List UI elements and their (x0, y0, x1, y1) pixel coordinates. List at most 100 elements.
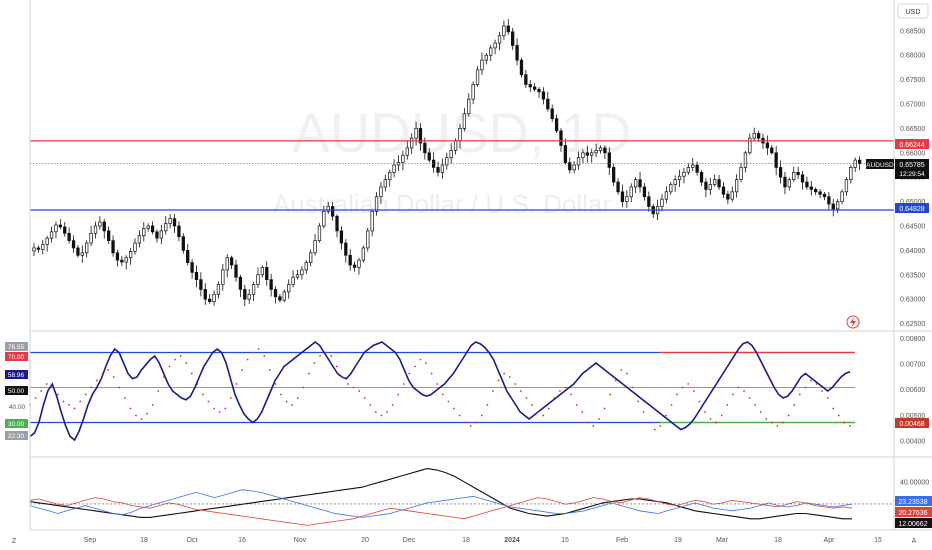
signal-dot (79, 400, 82, 403)
candle-body (58, 224, 62, 228)
candle-body (682, 171, 686, 177)
candle-body (322, 210, 326, 227)
candle-body (76, 247, 80, 256)
osc-level-22: 22.30 (5, 431, 28, 440)
price-tick-label: 0.65000 (900, 199, 925, 206)
price-tick-label: 0.62500 (900, 321, 925, 328)
candle-body (203, 289, 207, 300)
candle-body (840, 191, 844, 202)
svg-text:50.00: 50.00 (8, 388, 25, 395)
signal-dot (386, 411, 388, 413)
candle-body (739, 167, 743, 180)
candle-body (594, 150, 598, 154)
candle-body (704, 181, 708, 190)
osc-level-30: 30.00 (5, 419, 28, 428)
price-axis[interactable]: 0.68500 0.68000 0.67500 0.67000 0.66500 0.660… (900, 28, 925, 328)
candle-body (590, 152, 594, 156)
time-axis[interactable]: Sep 18 Oct 16 Nov 20 Dec 18 2024 15 Feb 19 Mar 18 Apr 1… (84, 537, 882, 544)
candle-body (133, 242, 137, 252)
oscillator-tick-label: 0.00800 (900, 336, 925, 343)
price-tick-label: 0.63000 (900, 297, 925, 304)
oscillator-axis[interactable]: 0.00800 0.00700 0.00600 0.00500 0.00400 40.00… (900, 336, 929, 486)
candle-body (607, 152, 611, 168)
zoom-button[interactable]: Z (12, 538, 17, 545)
candle-body (414, 128, 418, 139)
candle-body (339, 230, 344, 244)
oscillator-tick-label: 0.00700 (900, 362, 925, 369)
candle-body (756, 132, 761, 139)
candle-body (326, 206, 330, 212)
dmi-tick-label: 40.00000 (900, 479, 929, 486)
signal-dot (709, 418, 712, 420)
candle-body (686, 167, 690, 173)
signal-dot (453, 407, 455, 410)
signal-dot (492, 390, 494, 392)
candle-body (159, 230, 164, 239)
signal-dot (313, 362, 316, 364)
oscillator-tick-label: 0.00500 (900, 413, 925, 420)
signal-dot (419, 358, 422, 361)
signal-dot (821, 390, 824, 392)
candle-body (89, 232, 93, 244)
candle-body (291, 276, 295, 285)
time-tick-label: 15 (874, 537, 882, 544)
lightning-icon[interactable] (846, 315, 860, 329)
signal-dot (625, 372, 628, 375)
signal-dot (553, 397, 556, 399)
candle-body (247, 293, 251, 300)
signal-dot (40, 390, 43, 392)
candle-body (633, 179, 638, 188)
price-tick-label: 0.66000 (900, 150, 925, 157)
candle-body (186, 250, 190, 263)
signal-dot (648, 421, 651, 424)
candle-body (489, 47, 493, 56)
candle-body (800, 174, 805, 183)
signal-dot (263, 355, 266, 357)
candle-body (783, 176, 787, 188)
candle-body (111, 240, 115, 254)
candle-body (625, 196, 629, 202)
candle-body (809, 186, 813, 190)
signal-dot (631, 386, 634, 389)
candle-body (550, 108, 554, 120)
candle-body (519, 59, 524, 76)
auto-scale-button[interactable]: A (912, 538, 917, 545)
signal-dot (704, 411, 706, 413)
candle-body (642, 186, 647, 198)
candle-body (568, 162, 572, 171)
signal-dot (90, 386, 93, 389)
candle-body (278, 296, 282, 301)
signal-dot (771, 421, 773, 424)
candle-body (71, 240, 76, 249)
time-tick-label: 19 (674, 537, 682, 544)
candle-body (212, 293, 216, 302)
signal-dot (185, 362, 188, 364)
candle-body (787, 179, 791, 188)
signal-dot (826, 397, 829, 399)
candle-body (511, 31, 515, 46)
signal-dot (759, 411, 762, 413)
candle-body (300, 269, 304, 276)
signal-dot (285, 400, 288, 403)
candle-body (54, 224, 58, 233)
signal-dot (614, 379, 617, 382)
candle-body (357, 259, 361, 268)
candle-body (128, 251, 133, 259)
signal-dot (162, 376, 165, 378)
signal-dot (291, 404, 294, 406)
candle-body (142, 228, 146, 237)
candle-body (818, 191, 822, 195)
candle-body (480, 59, 484, 71)
currency-button[interactable] (897, 3, 929, 19)
signal-dot (748, 397, 751, 399)
time-tick-label: 15 (561, 537, 569, 544)
signal-dot (207, 400, 210, 403)
candle-body (93, 225, 98, 234)
candle-body (774, 152, 778, 168)
candle-body (541, 91, 546, 100)
candle-body (225, 257, 229, 271)
signal-dot (324, 351, 327, 354)
candle-body (251, 284, 256, 295)
svg-text:0.00468: 0.00468 (899, 421, 924, 428)
